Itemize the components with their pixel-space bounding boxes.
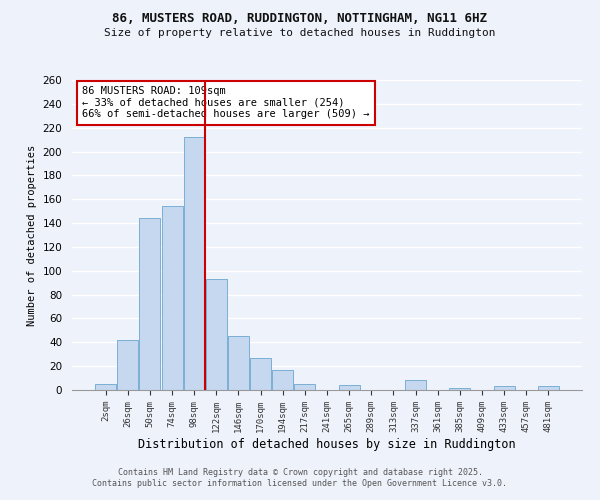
Bar [338, 385, 359, 390]
Bar [295, 384, 316, 390]
Text: Contains HM Land Registry data © Crown copyright and database right 2025.
Contai: Contains HM Land Registry data © Crown c… [92, 468, 508, 487]
Bar [139, 218, 160, 390]
Bar [494, 386, 515, 390]
Bar [405, 380, 426, 390]
Bar [206, 279, 227, 390]
X-axis label: Distribution of detached houses by size in Ruddington: Distribution of detached houses by size … [138, 438, 516, 450]
Bar [118, 340, 139, 390]
Bar [250, 358, 271, 390]
Bar [449, 388, 470, 390]
Text: Size of property relative to detached houses in Ruddington: Size of property relative to detached ho… [104, 28, 496, 38]
Text: 86, MUSTERS ROAD, RUDDINGTON, NOTTINGHAM, NG11 6HZ: 86, MUSTERS ROAD, RUDDINGTON, NOTTINGHAM… [113, 12, 487, 26]
Bar [538, 386, 559, 390]
Bar [228, 336, 249, 390]
Text: 86 MUSTERS ROAD: 109sqm
← 33% of detached houses are smaller (254)
66% of semi-d: 86 MUSTERS ROAD: 109sqm ← 33% of detache… [82, 86, 370, 120]
Y-axis label: Number of detached properties: Number of detached properties [27, 144, 37, 326]
Bar [95, 384, 116, 390]
Bar [272, 370, 293, 390]
Bar [161, 206, 182, 390]
Bar [184, 137, 205, 390]
